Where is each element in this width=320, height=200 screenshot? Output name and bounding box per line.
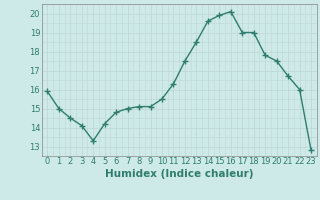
X-axis label: Humidex (Indice chaleur): Humidex (Indice chaleur) [105,169,253,179]
